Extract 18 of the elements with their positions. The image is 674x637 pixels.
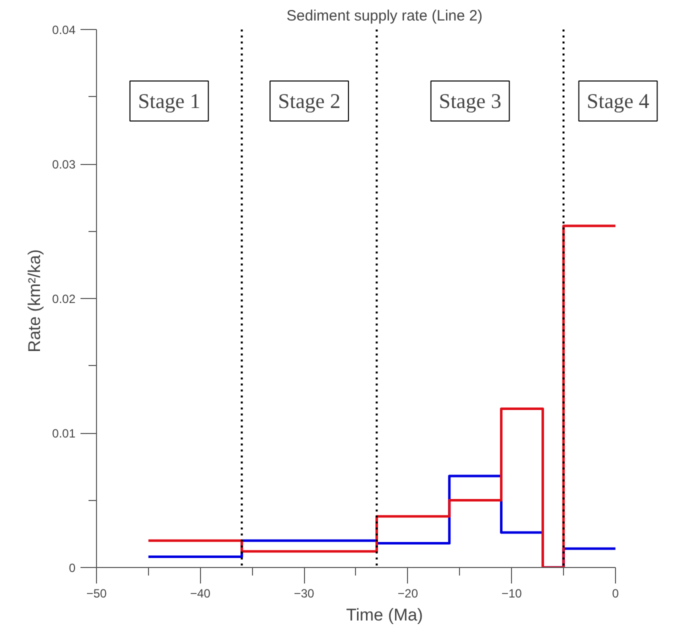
x-tick-label: 0 — [612, 586, 620, 600]
annotation: Stage 2 — [278, 89, 340, 114]
x-tick-label: −10 — [501, 586, 522, 600]
chart-title: Sediment supply rate (Line 2) — [286, 8, 482, 24]
x-axis-title: Time (Ma) — [346, 606, 423, 624]
y-tick-label: 0.04 — [52, 23, 76, 37]
y-tick-label: 0.01 — [52, 426, 76, 440]
annotation: Stage 3 — [438, 89, 502, 114]
annotation: Stage 1 — [138, 89, 200, 114]
y-tick-label: 0.03 — [52, 158, 76, 172]
y-tick-label: 0 — [68, 561, 76, 575]
x-tick-label: −30 — [294, 586, 315, 600]
x-tick-label: −50 — [86, 586, 108, 600]
x-tick-label: −20 — [398, 586, 418, 600]
annotation: Stage 4 — [586, 89, 650, 114]
x-tick-label: −40 — [190, 586, 211, 600]
y-axis-title: Rate (km²/ka) — [25, 249, 44, 352]
y-tick-label: 0.02 — [52, 292, 76, 306]
